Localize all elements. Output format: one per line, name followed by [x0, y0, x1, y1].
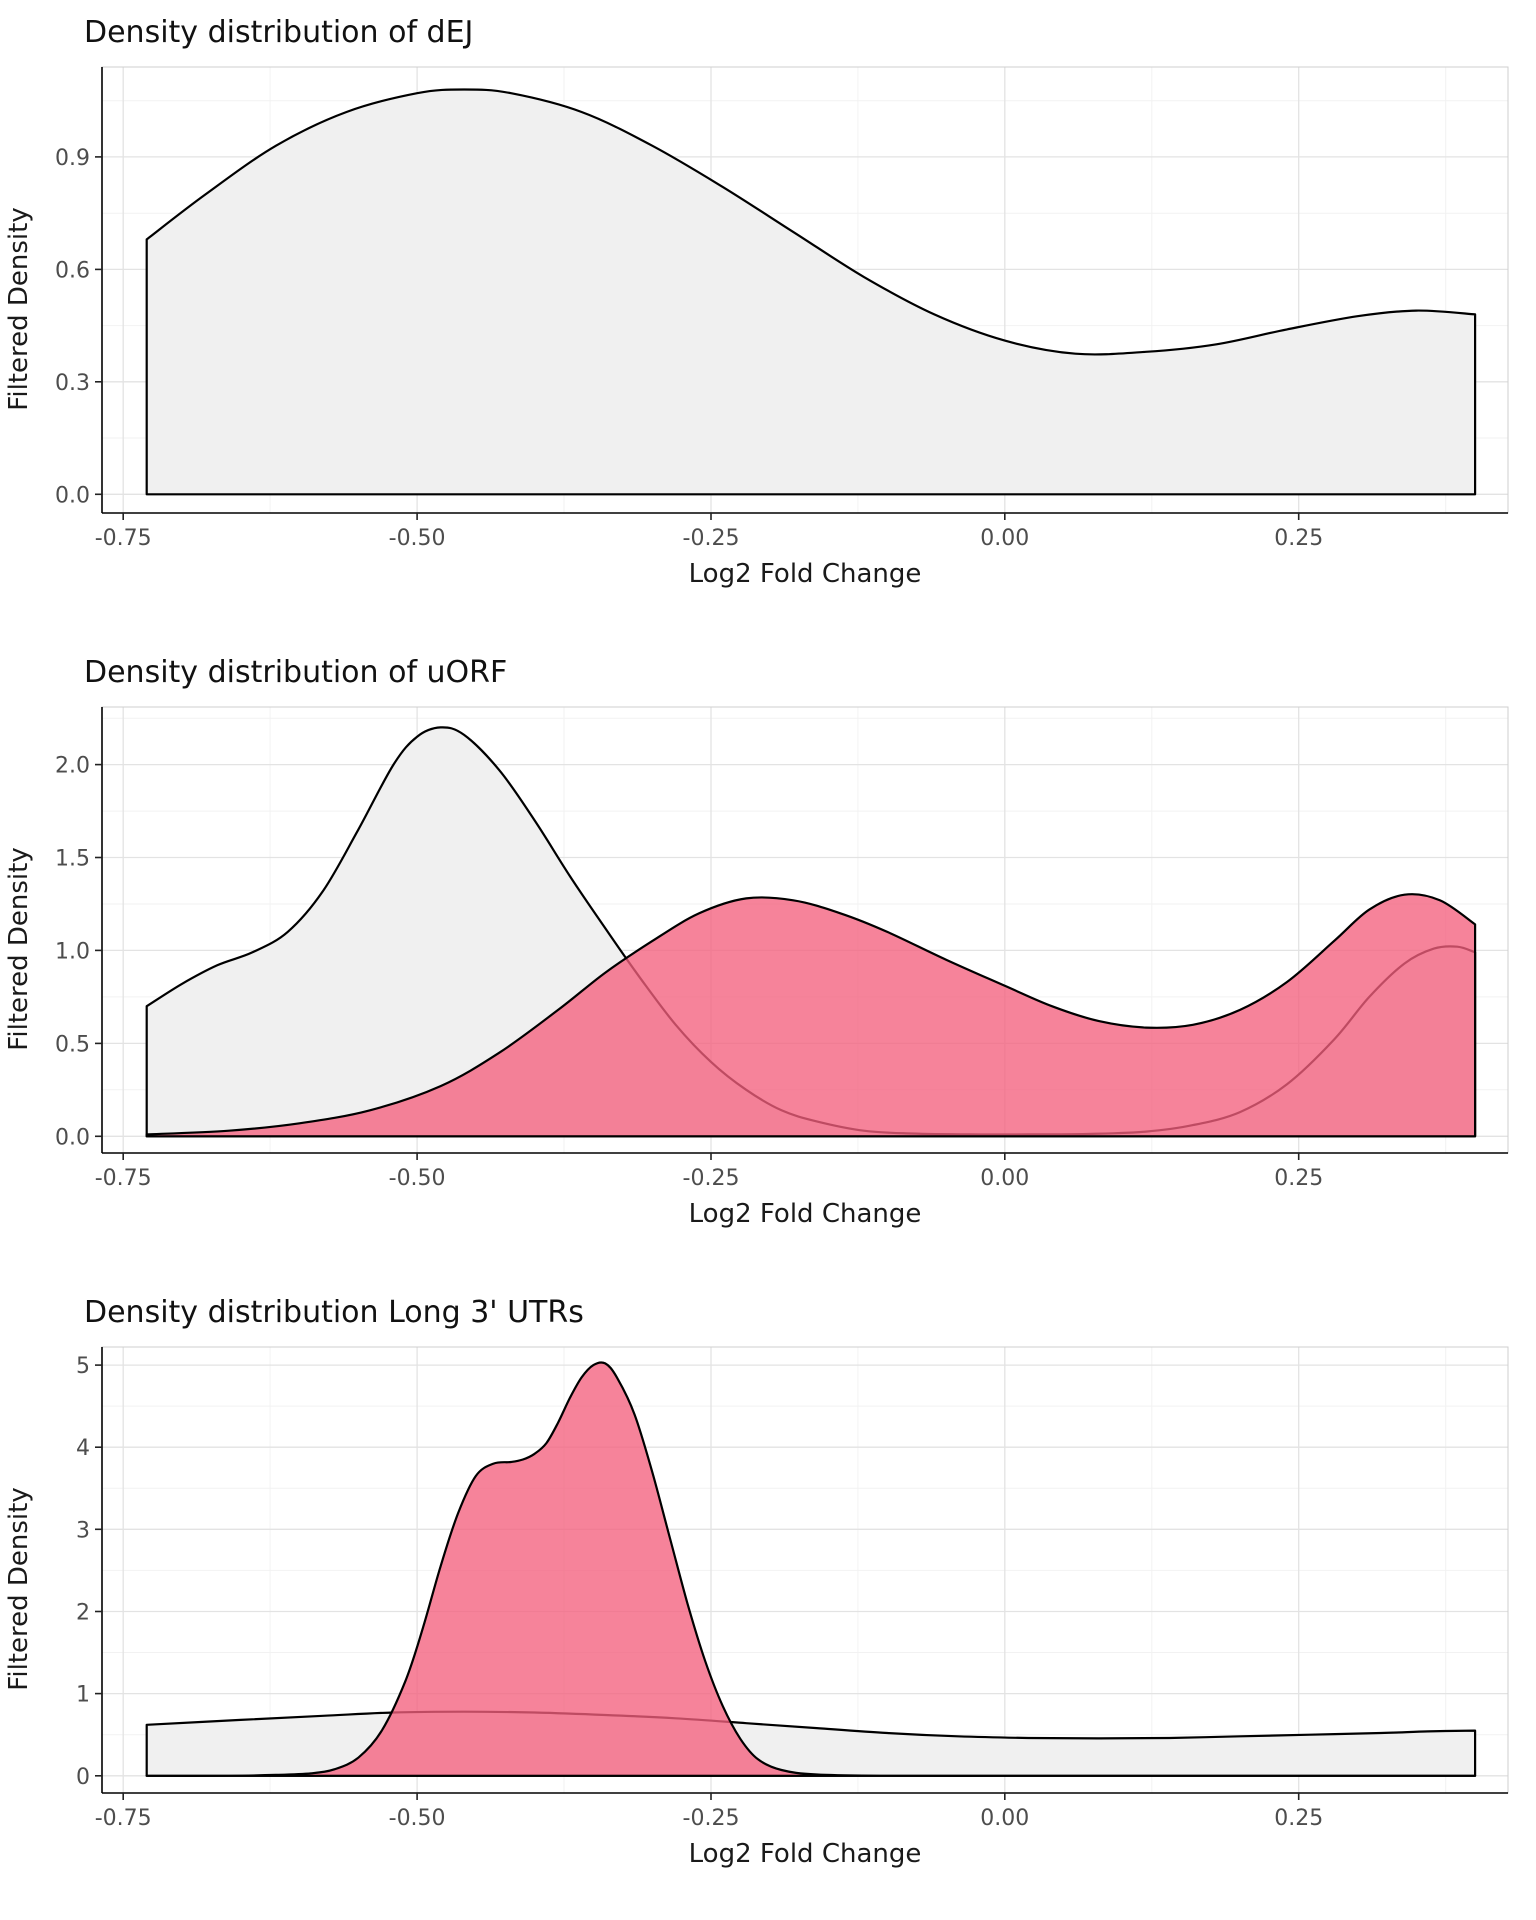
chart-long-3utr: Density distribution Long 3' UTRs Filter… — [0, 1280, 1536, 1920]
x-tick-label: 0.00 — [980, 526, 1029, 551]
chart-body: Filtered Density -0.75 -0.50 -0.25 0.00 0.25… — [0, 699, 1536, 1199]
y-tick-label: 0.3 — [55, 371, 90, 396]
y-tick-label: 3 — [76, 1518, 90, 1543]
x-tick-label: -0.25 — [683, 1806, 740, 1831]
y-axis-title: Filtered Density — [0, 59, 38, 559]
x-axis-title: Log2 Fold Change — [102, 1839, 1508, 1869]
plot-area-long-3utr: -0.75 -0.50 -0.25 0.00 0.25 0 1 2 3 4 5 — [76, 1346, 1509, 1831]
x-tick-label: 0.25 — [1274, 526, 1323, 551]
density-area-pink-density — [145, 1361, 1477, 1777]
density-area-pink-density — [145, 893, 1477, 1138]
x-tick-label: -0.25 — [683, 526, 740, 551]
x-tick-label: -0.25 — [683, 1166, 740, 1191]
y-tick-label: 1 — [76, 1683, 90, 1708]
x-tick-label: 0.25 — [1274, 1166, 1323, 1191]
y-tick-label: 0.6 — [55, 258, 90, 283]
y-tick-label: 0.9 — [55, 146, 90, 171]
chart-body: Filtered Density -0.75 -0.50 -0.25 0.00 0.25… — [0, 59, 1536, 559]
y-axis-title-text: Filtered Density — [4, 1487, 34, 1691]
x-axis-title-text: Log2 Fold Change — [688, 559, 922, 589]
y-tick-label: 0.0 — [55, 1125, 90, 1150]
chart-dej: Density distribution of dEJ Filtered Den… — [0, 0, 1536, 640]
x-tick-label: -0.50 — [389, 1806, 446, 1831]
x-tick-label: -0.75 — [95, 1166, 152, 1191]
x-tick-label: 0.25 — [1274, 1806, 1323, 1831]
x-tick-label: 0.00 — [980, 1806, 1029, 1831]
y-tick-label: 0.5 — [55, 1032, 90, 1057]
density-area-dEJ-density — [145, 88, 1477, 496]
plot-area-dej: -0.75 -0.50 -0.25 0.00 0.25 0.0 0.3 0.6 0.9 — [55, 66, 1509, 551]
x-axis-title: Log2 Fold Change — [102, 1199, 1508, 1229]
chart-body: Filtered Density -0.75 -0.50 -0.25 0.00 0.25… — [0, 1339, 1536, 1839]
x-tick-label: -0.75 — [95, 1806, 152, 1831]
x-tick-label: 0.00 — [980, 1166, 1029, 1191]
chart-title-long-3utr: Density distribution Long 3' UTRs — [84, 1295, 584, 1330]
x-tick-label: -0.50 — [389, 1166, 446, 1191]
y-tick-label: 4 — [76, 1436, 90, 1461]
chart-title-dej: Density distribution of dEJ — [84, 15, 474, 50]
chart-title-uorf: Density distribution of uORF — [84, 655, 508, 690]
y-tick-label: 1.0 — [55, 939, 90, 964]
y-tick-label: 1.5 — [55, 847, 90, 872]
y-axis-title-text: Filtered Density — [4, 847, 34, 1051]
y-tick-label: 2.0 — [55, 754, 90, 779]
x-tick-label: -0.75 — [95, 526, 152, 551]
x-tick-label: -0.50 — [389, 526, 446, 551]
y-tick-label: 2 — [76, 1601, 90, 1626]
y-tick-label: 0 — [76, 1765, 90, 1790]
chart-uorf: Density distribution of uORF Filtered De… — [0, 640, 1536, 1280]
y-tick-label: 5 — [76, 1354, 90, 1379]
y-axis-title: Filtered Density — [0, 699, 38, 1199]
plot-area-uorf: -0.75 -0.50 -0.25 0.00 0.25 0.0 0.5 1.0 1.5 2.0 — [55, 706, 1509, 1191]
x-axis-title-text: Log2 Fold Change — [688, 1199, 922, 1229]
y-axis-title: Filtered Density — [0, 1339, 38, 1839]
y-tick-label: 0.0 — [55, 483, 90, 508]
x-axis-title: Log2 Fold Change — [102, 559, 1508, 589]
x-axis-title-text: Log2 Fold Change — [688, 1839, 922, 1869]
y-axis-title-text: Filtered Density — [4, 207, 34, 411]
